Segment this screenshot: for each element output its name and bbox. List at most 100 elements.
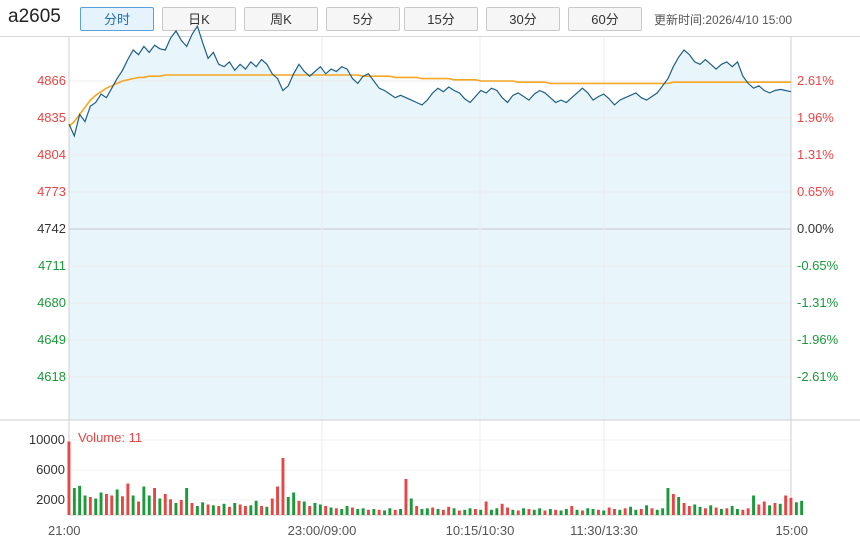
volume-bar	[559, 510, 563, 515]
toolbar: a2605 分时 日K 周K 5分 15分 30分 60分 更新时间:2026/…	[0, 0, 860, 37]
volume-bar	[78, 485, 82, 516]
volume-bar	[185, 488, 189, 515]
volume-bar	[693, 504, 697, 515]
volume-bar	[548, 509, 552, 515]
volume-bar	[757, 504, 761, 515]
volume-bar	[286, 497, 290, 515]
percent-tick-label: -1.31%	[797, 295, 839, 310]
volume-bar	[468, 508, 472, 516]
volume-bar	[746, 508, 750, 516]
price-tick-label: 4773	[37, 184, 66, 199]
volume-bar	[174, 503, 178, 515]
volume-bar	[345, 506, 349, 515]
volume-bar	[147, 495, 151, 515]
volume-bar	[613, 509, 616, 515]
volume-bar	[249, 505, 253, 516]
time-tick-label: 11:30/13:30	[570, 523, 638, 538]
volume-bar	[629, 506, 632, 516]
volume-bar	[800, 500, 804, 516]
volume-bar	[490, 509, 493, 516]
volume-bar	[393, 509, 397, 516]
volume-bar	[254, 500, 258, 516]
price-tick-label: 4742	[37, 221, 66, 236]
volume-bar	[484, 501, 488, 515]
volume-bar	[415, 506, 419, 515]
volume-bar	[377, 509, 381, 516]
volume-bar	[516, 510, 520, 515]
tab-intraday[interactable]: 分时	[80, 7, 154, 31]
volume-bar	[372, 509, 376, 515]
volume-bar	[661, 508, 665, 516]
volume-bar	[158, 498, 162, 515]
volume-bar	[94, 498, 98, 515]
volume-bar	[399, 509, 402, 515]
price-tick-label: 4804	[37, 147, 66, 162]
volume-bar	[532, 509, 536, 516]
volume-bar	[409, 498, 413, 515]
volume-bar	[201, 502, 205, 516]
volume-bar	[677, 497, 681, 515]
volume-bar	[655, 509, 659, 516]
volume-bar	[457, 510, 461, 515]
tab-30min[interactable]: 30分	[486, 7, 560, 31]
volume-bar	[634, 509, 638, 516]
volume-bar	[308, 506, 312, 515]
volume-bar	[121, 496, 124, 516]
volume-bar	[645, 505, 648, 516]
volume-bar	[736, 509, 739, 515]
volume-bar	[730, 506, 734, 515]
percent-tick-label: -0.65%	[797, 258, 839, 273]
volume-bar	[302, 501, 306, 515]
price-axis-labels: 4866 4835 4804 4773 4742 4711 4680 4649 4618	[37, 73, 66, 384]
volume-bar	[137, 501, 140, 515]
percent-tick-label: -2.61%	[797, 369, 839, 384]
volume-bar	[83, 495, 87, 515]
volume-axis-labels: 10000 6000 2000	[29, 432, 65, 507]
update-time-value: 2026/4/10 15:00	[705, 13, 793, 27]
volume-bar	[495, 508, 499, 516]
tab-daily-k[interactable]: 日K	[162, 7, 236, 31]
volume-bar	[153, 488, 156, 515]
price-tick-label: 4835	[37, 110, 66, 125]
volume-bar	[794, 502, 798, 516]
price-tick-label: 4866	[37, 73, 66, 88]
volume-bar	[741, 509, 745, 516]
volume-bar	[324, 506, 328, 515]
volume-bar	[222, 503, 226, 516]
volume-bar	[425, 508, 429, 516]
volume-bar	[142, 486, 146, 515]
time-axis-labels: 21:00 23:00/09:00 10:15/10:30 11:30/13:30 15…	[48, 523, 808, 538]
volume-bar	[618, 509, 622, 516]
volume-bar	[575, 509, 579, 516]
volume-bar	[131, 495, 135, 515]
volume-bar	[768, 505, 771, 516]
volume-bar	[110, 495, 114, 515]
price-tick-label: 4680	[37, 295, 66, 310]
tab-weekly-k[interactable]: 周K	[244, 7, 318, 31]
volume-bar	[709, 505, 713, 516]
volume-bar	[265, 506, 269, 516]
volume-bar	[570, 506, 574, 515]
volume-bar	[650, 508, 654, 516]
volume-bar	[228, 506, 231, 516]
volume-bar	[586, 508, 590, 516]
tab-15min[interactable]: 15分	[404, 7, 478, 31]
price-tick-label: 4711	[38, 258, 66, 273]
time-tick-label: 10:15/10:30	[446, 523, 515, 538]
volume-bar	[538, 508, 542, 516]
tab-60min[interactable]: 60分	[568, 7, 642, 31]
volume-bar	[169, 499, 172, 516]
volume-bar	[543, 510, 547, 515]
price-tick-label: 4618	[37, 369, 66, 384]
time-tick-label: 23:00/09:00	[288, 523, 357, 538]
volume-bar	[581, 510, 584, 515]
volume-bar	[591, 509, 595, 515]
update-time-label: 更新时间:	[654, 13, 706, 27]
volume-bar	[762, 501, 766, 515]
volume-bar	[671, 494, 675, 515]
volume-bar	[463, 509, 467, 516]
volume-bar	[522, 508, 525, 516]
volume-bar	[554, 509, 558, 516]
tab-5min[interactable]: 5分	[326, 7, 400, 31]
